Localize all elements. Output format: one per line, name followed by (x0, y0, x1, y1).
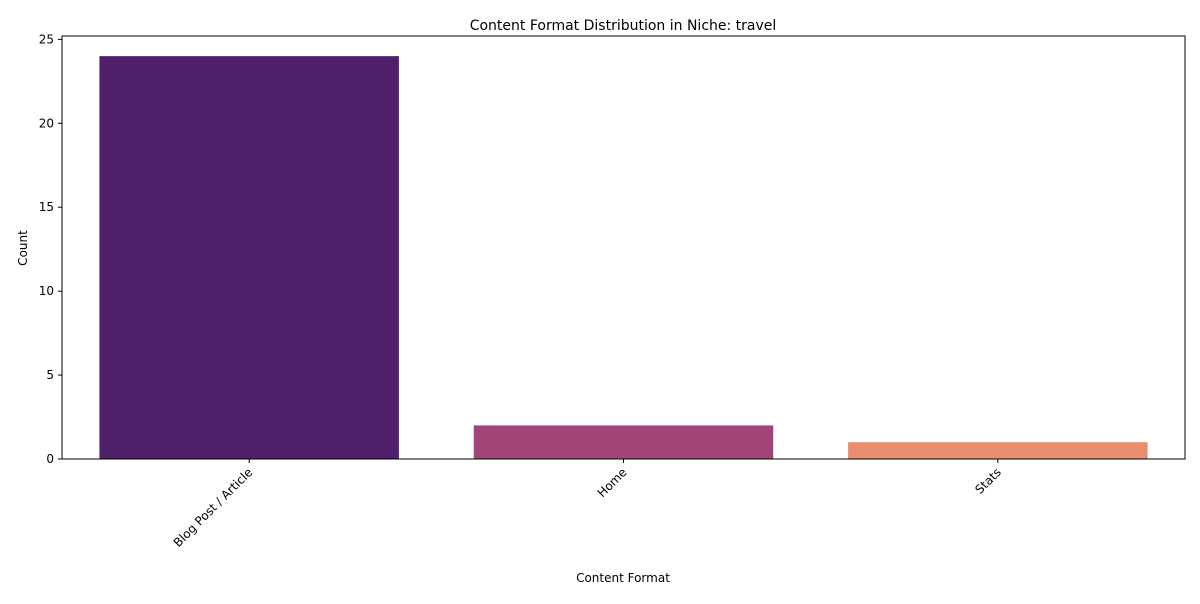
y-tick-label-1: 5 (46, 368, 54, 382)
y-tick-label-3: 15 (39, 200, 54, 214)
x-axis-ticks: Blog Post / Article Home Stats (171, 459, 1004, 550)
y-axis-title: Count (16, 230, 30, 266)
y-tick-label-0: 0 (46, 452, 54, 466)
bar-1 (473, 425, 774, 459)
bar-2 (848, 442, 1148, 459)
y-axis-ticks: 0 5 10 15 20 25 (39, 32, 62, 466)
chart-title: Content Format Distribution in Niche: tr… (470, 18, 777, 34)
x-tick-label-1: Home (595, 465, 630, 500)
x-axis-title: Content Format (576, 571, 670, 585)
y-tick-label-2: 10 (39, 284, 54, 298)
y-tick-label-5: 25 (39, 32, 54, 46)
plot-frame (61, 35, 1186, 460)
bars-group (99, 56, 1148, 460)
bar-0 (99, 56, 399, 460)
x-tick-label-0: Blog Post / Article (171, 465, 256, 550)
axes-frame (61, 35, 1186, 460)
x-tick-label-2: Stats (972, 465, 1004, 497)
y-tick-label-4: 20 (39, 116, 54, 130)
